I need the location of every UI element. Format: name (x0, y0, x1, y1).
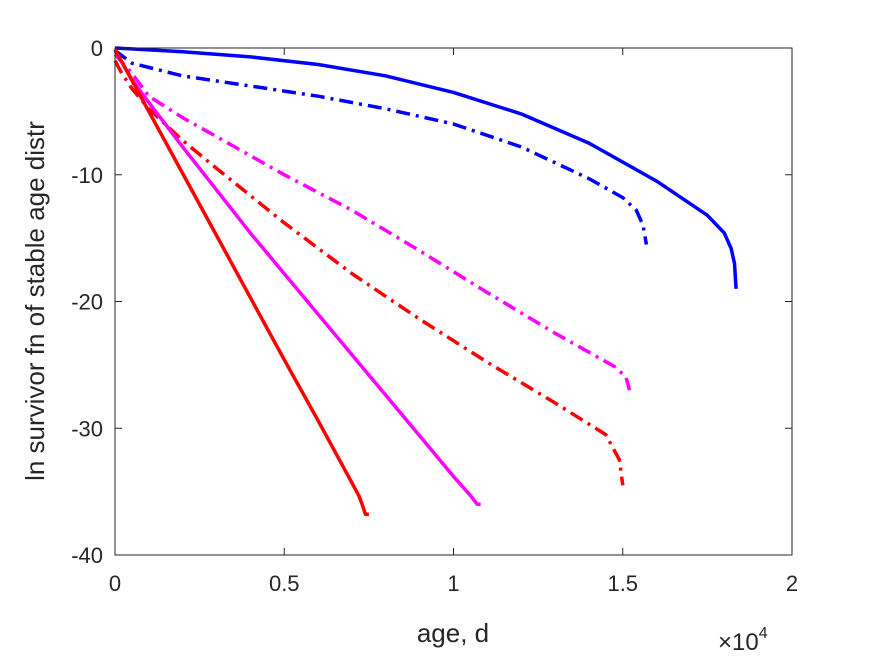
y-tick-label: -30 (71, 416, 103, 441)
y-tick-label: 0 (91, 36, 103, 61)
x-axis-label: age, d (417, 618, 489, 648)
x-tick-label: 0.5 (269, 571, 300, 596)
x-exponent-label: ×104 (718, 625, 768, 656)
series-layer (113, 46, 738, 517)
series-line-5 (113, 49, 481, 507)
series-line-1 (114, 46, 738, 289)
x-tick-label: 1 (447, 571, 459, 596)
series-line-3 (113, 53, 632, 391)
y-tick-label: -20 (71, 290, 103, 315)
x-tick-label: 0 (109, 571, 121, 596)
x-exponent-base: ×10 (718, 629, 759, 656)
series-line-4 (113, 59, 625, 486)
y-tick-label: -40 (71, 543, 103, 568)
y-axis-label: ln survivor fn of stable age distr (20, 121, 50, 481)
x-tick-label: 1.5 (607, 571, 638, 596)
series-line-6 (113, 48, 369, 517)
series-line-2 (113, 49, 649, 245)
y-tick-label: -10 (71, 163, 103, 188)
x-exponent-power: 4 (759, 625, 768, 642)
x-tick-label: 2 (786, 571, 798, 596)
ticks-layer: 0 0.5 1 1.5 2 0 -10 -20 -30 -40 (71, 36, 798, 596)
